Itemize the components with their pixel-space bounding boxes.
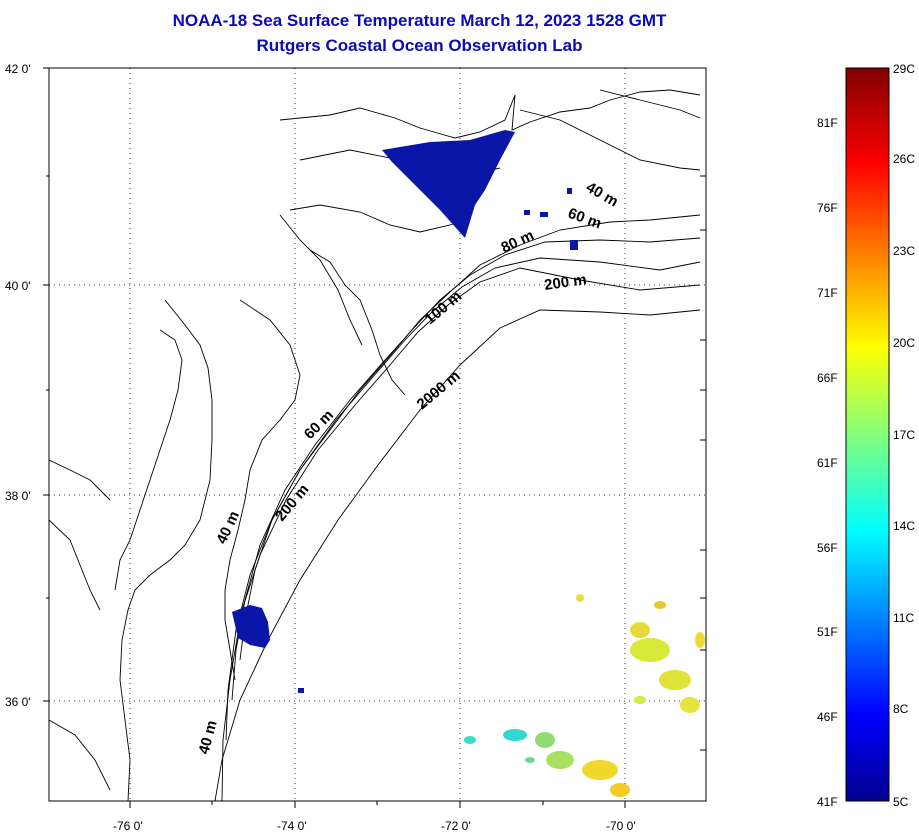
colorbar-c-labels: 29C 26C 23C 20C 17C 14C 11C 8C 5C xyxy=(893,62,915,809)
fahrenheit-label: 81F xyxy=(817,116,838,130)
lon-tick-label: -72 0' xyxy=(441,819,471,832)
lat-tick-label: 40 0' xyxy=(5,279,31,293)
lon-tick-label: -74 0' xyxy=(277,819,307,832)
celsius-label: 26C xyxy=(893,152,915,166)
celsius-label: 11C xyxy=(893,611,914,625)
fahrenheit-label: 76F xyxy=(817,201,838,215)
celsius-label: 29C xyxy=(893,62,915,76)
sst-patches xyxy=(464,594,705,797)
map-frame xyxy=(48,67,707,802)
colorbar-f-labels: 81F 76F 71F 66F 61F 56F 51F 46F 41F xyxy=(817,116,838,809)
celsius-label: 14C xyxy=(893,519,915,533)
axis-ticks xyxy=(43,67,706,808)
contour-label: 200 m xyxy=(543,271,587,294)
celsius-label: 5C xyxy=(893,795,909,809)
celsius-label: 17C xyxy=(893,428,915,442)
lon-tick-label: -76 0' xyxy=(113,819,143,832)
cold-water-patches xyxy=(232,130,578,693)
lat-tick-label: 38 0' xyxy=(5,489,31,503)
lon-tick-label: -70 0' xyxy=(606,819,636,832)
fahrenheit-label: 66F xyxy=(817,371,838,385)
axis-labels: 42 0' 40 0' 38 0' 36 0' -76 0' -74 0' -7… xyxy=(5,62,636,832)
fahrenheit-label: 41F xyxy=(817,795,838,809)
colorbar-gradient xyxy=(845,67,890,802)
fahrenheit-label: 51F xyxy=(817,625,838,639)
fahrenheit-label: 56F xyxy=(817,541,838,555)
map-subtitle: Rutgers Coastal Ocean Observation Lab xyxy=(256,36,583,55)
celsius-label: 20C xyxy=(893,336,915,350)
fahrenheit-label: 46F xyxy=(817,710,838,724)
fahrenheit-label: 71F xyxy=(817,286,838,300)
graticule xyxy=(49,68,706,801)
celsius-label: 8C xyxy=(893,702,909,716)
celsius-label: 23C xyxy=(893,244,915,258)
fahrenheit-label: 61F xyxy=(817,456,838,470)
lat-tick-label: 36 0' xyxy=(5,695,31,709)
map-title: NOAA-18 Sea Surface Temperature March 12… xyxy=(172,11,667,30)
lat-tick-label: 42 0' xyxy=(5,62,31,76)
